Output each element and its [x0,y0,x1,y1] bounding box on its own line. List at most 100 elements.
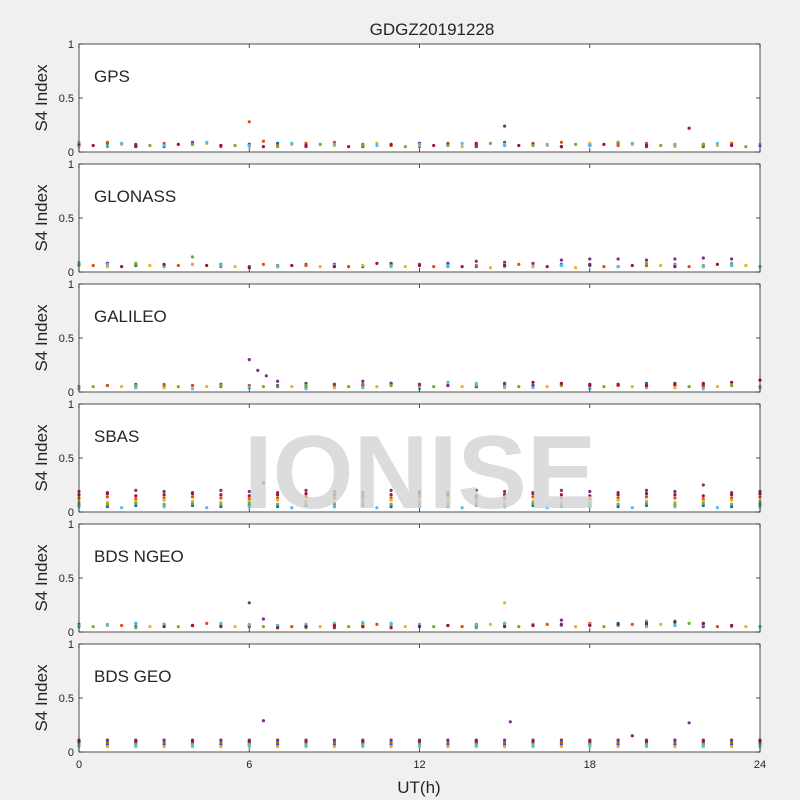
data-point [673,738,677,742]
data-point [701,621,705,626]
x-tick-label: 24 [754,759,766,771]
data-point [361,501,365,505]
data-point [403,145,407,149]
data-point [644,258,649,262]
data-point [460,265,464,269]
data-point [503,143,507,148]
data-point [701,743,705,748]
data-point [190,501,195,505]
data-point [361,739,365,743]
data-point [276,745,280,749]
data-point [517,385,521,389]
data-point [616,745,620,749]
data-point [531,383,535,388]
plot-area [79,44,760,152]
axes-frame [78,643,761,753]
plot-area [79,284,760,392]
data-point [247,622,251,627]
data-point [417,382,422,386]
data-point [247,501,251,505]
data-points [77,358,762,391]
y-axis-label: S4 Index [32,544,51,612]
data-point [574,266,578,270]
data-point [659,263,663,268]
data-point [545,142,549,146]
data-point [644,619,649,623]
data-point [574,142,578,146]
data-point [644,743,649,748]
data-point [276,502,280,506]
data-point [276,498,280,502]
data-point [687,621,691,626]
data-point [162,262,166,266]
data-point [673,620,677,624]
data-point [403,265,407,269]
data-point [559,622,564,627]
data-point [744,145,748,149]
data-point [673,386,677,390]
y-tick-label: 0 [68,627,74,639]
data-point [332,496,336,500]
data-point [264,374,268,378]
data-point [432,385,436,389]
data-point [616,502,620,506]
data-point [588,739,592,743]
data-point [276,145,280,149]
watermark: IONISE [244,415,597,531]
data-point [134,499,138,503]
data-point [375,506,379,510]
data-point [531,499,535,503]
data-point [105,740,109,744]
panel-gps: 0 0.5 1 GPS S4 Index [32,39,762,159]
data-point [389,383,393,388]
data-point [361,379,365,383]
data-point [559,488,564,492]
figure-title: GDGZ20191228 [370,20,495,39]
data-point [332,142,336,146]
data-point [276,493,280,497]
data-point [531,380,535,384]
data-point [474,141,478,145]
data-point [701,381,705,385]
data-point [219,625,223,629]
data-point [276,626,280,630]
data-point [559,502,564,506]
data-point [304,263,308,268]
data-point [503,505,507,509]
plot-area [79,164,760,272]
data-point [247,494,251,498]
y-tick-label: 1 [68,399,74,411]
data-point [715,625,720,629]
data-point [687,265,691,269]
data-point [332,382,336,386]
data-point [120,623,124,628]
data-point [644,492,649,496]
data-point [460,625,464,629]
data-point [190,255,195,259]
data-point [347,265,351,269]
data-point [105,492,109,496]
panel-sbas: 0 0.5 1 SBAS S4 Index [32,399,762,519]
data-point [361,386,365,390]
y-tick-label: 0.5 [59,693,74,705]
data-point [120,265,124,269]
data-point [644,383,649,388]
data-point [474,739,478,743]
data-points [77,601,762,630]
panel-label: BDS NGEO [94,547,184,566]
data-point [318,265,322,269]
data-point [176,625,180,629]
data-point [375,261,379,265]
y-tick-label: 0 [68,507,74,519]
y-axis-label: S4 Index [32,184,51,252]
data-point [474,381,478,385]
data-point [559,496,564,500]
data-point [673,740,677,744]
data-point [134,386,138,390]
data-point [616,740,620,744]
data-point [105,502,109,506]
data-point [120,141,124,145]
data-point [332,502,336,506]
